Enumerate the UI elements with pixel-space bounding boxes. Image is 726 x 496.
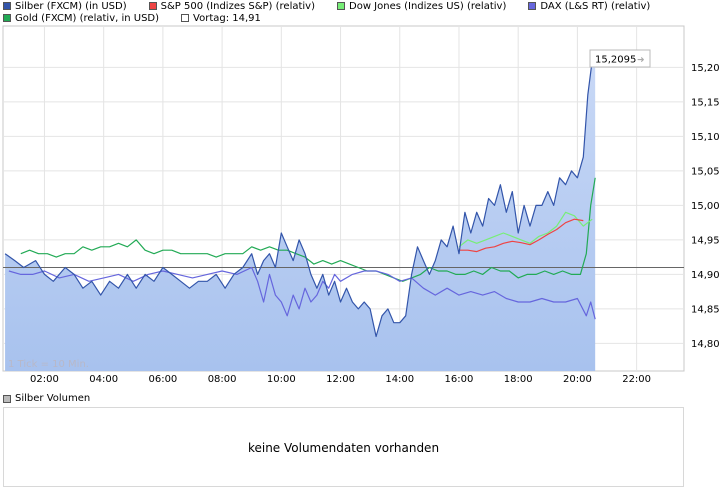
- legend-label: S&P 500 (Indizes S&P) (relativ): [160, 0, 315, 12]
- last-value-label: 15,2095: [595, 55, 636, 66]
- arrow-right-icon: ➜: [637, 56, 645, 66]
- legend-label: Gold (FXCM) (relativ, in USD): [15, 12, 160, 24]
- legend-label: Silber (FXCM) (in USD): [15, 0, 127, 12]
- x-tick-label: 08:00: [208, 374, 237, 385]
- legend-swatch: [148, 2, 157, 10]
- legend-item-gold[interactable]: Gold (FXCM) (relativ, in USD): [3, 13, 159, 24]
- tick-note: 1 Tick = 10 Min.: [8, 359, 89, 370]
- y-tick-label: 15,20: [691, 63, 720, 74]
- area-fill: [5, 60, 596, 371]
- legend-item-dax[interactable]: DAX (L&S RT) (relativ): [528, 1, 650, 12]
- legend-item-silber[interactable]: Silber (FXCM) (in USD): [3, 1, 127, 12]
- series-line-4: [20, 177, 596, 282]
- legend-label: Vortag: 14,91: [193, 12, 261, 24]
- volume-legend-label: Silber Volumen: [15, 393, 91, 404]
- y-tick-label: 14,90: [691, 270, 720, 281]
- legend-swatch: [3, 2, 11, 10]
- volume-legend[interactable]: Silber Volumen: [3, 393, 90, 404]
- legend-swatch: [528, 2, 537, 10]
- y-tick-label: 15,00: [691, 201, 720, 212]
- y-tick-label: 14,80: [691, 339, 720, 350]
- price-chart[interactable]: 14,80 14,85 14,90 14,95 15,00 15,05 15,10 15,15…: [0, 0, 726, 392]
- x-tick-label: 02:00: [30, 374, 59, 385]
- volume-empty-message: keine Volumendaten vorhanden: [247, 441, 440, 455]
- series-line-0: [4, 59, 596, 338]
- x-tick-label: 18:00: [504, 374, 533, 385]
- series-lines: [4, 59, 596, 338]
- legend-label: DAX (L&S RT) (relativ): [540, 0, 651, 12]
- legend-swatch: [3, 14, 11, 22]
- volume-legend-swatch: [3, 394, 11, 403]
- silber-area-fill: [5, 60, 596, 371]
- y-tick-label: 15,05: [691, 166, 720, 177]
- x-tick-label: 14:00: [385, 374, 414, 385]
- volume-panel: keine Volumendaten vorhanden: [3, 407, 684, 487]
- x-tick-label: 12:00: [326, 374, 355, 385]
- legend-swatch: [181, 14, 190, 22]
- x-tick-label: 16:00: [445, 374, 474, 385]
- last-value-box: [589, 49, 651, 68]
- x-tick-label: 20:00: [563, 374, 592, 385]
- legend-item-sp500[interactable]: S&P 500 (Indizes S&P) (relativ): [148, 0, 315, 12]
- last-value-callout: 15,2095 ➜: [589, 49, 651, 68]
- x-tick-labels: 02:00 04:00 06:00 08:00 10:00 12:00 14:00 16:00…: [30, 374, 651, 385]
- legend-item-dow-jones[interactable]: Dow Jones (Indizes US) (relativ): [337, 1, 506, 12]
- legend-row-2: Gold (FXCM) (relativ, in USD) Vortag: 14…: [3, 12, 283, 24]
- x-tick-label: 10:00: [267, 374, 296, 385]
- y-tick-label: 15,10: [691, 132, 720, 143]
- legend-label: Dow Jones (Indizes US) (relativ): [349, 0, 507, 12]
- x-tick-label: 06:00: [148, 374, 177, 385]
- y-tick-labels: 14,80 14,85 14,90 14,95 15,00 15,05 15,10 15,15…: [691, 63, 720, 350]
- legend-row-1: Silber (FXCM) (in USD) S&P 500 (Indizes …: [3, 0, 650, 12]
- y-tick-label: 14,85: [691, 304, 720, 315]
- y-tick-label: 14,95: [691, 235, 720, 246]
- legend-swatch: [337, 2, 345, 10]
- x-tick-label: 22:00: [622, 374, 651, 385]
- series-line-2: [458, 211, 593, 248]
- series-line-1: [459, 218, 584, 253]
- y-tick-label: 15,15: [691, 97, 720, 108]
- x-tick-label: 04:00: [89, 374, 118, 385]
- legend-item-vortag[interactable]: Vortag: 14,91: [181, 13, 261, 24]
- series-line-3: [8, 266, 596, 320]
